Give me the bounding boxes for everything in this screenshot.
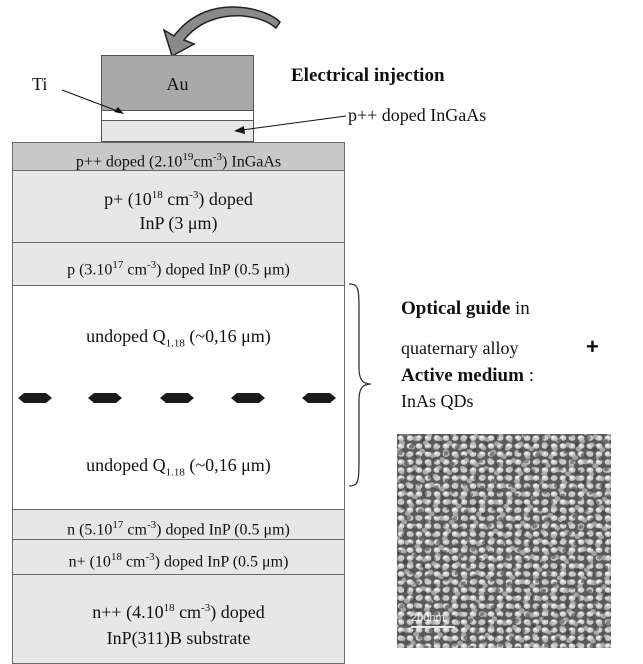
layer-n-plus-inp: n+ (1018 cm-3) doped InP (0.5 μm) <box>12 539 345 575</box>
qd-dot-1 <box>18 393 52 403</box>
contact-layer-label: p++ doped InGaAs <box>348 105 487 125</box>
active-medium-title: Active medium : <box>401 365 534 386</box>
qd-dot-5 <box>302 393 336 403</box>
layer-p-inp: p (3.1017 cm-3) doped InP (0.5 μm) <box>12 242 345 286</box>
au-label: Au <box>166 74 189 94</box>
injection-title: Electrical injection <box>291 65 445 86</box>
guide-title: Optical guide in <box>401 298 530 319</box>
lower-guide-label: undoped Q1.18 (~0,16 μm) <box>86 455 271 479</box>
layer-p-plus-plus-ingaas: p++ doped (2.1019cm-3) InGaAs <box>12 142 345 171</box>
au-contact: Au <box>101 55 254 111</box>
curved-arrow-icon <box>162 6 281 58</box>
afm-scale-bar <box>411 626 455 628</box>
layer-n-inp: n (5.1017 cm-3) doped InP (0.5 μm) <box>12 509 345 540</box>
afm-scale-label: 200nm <box>411 612 445 624</box>
ingaas-cap-layer <box>101 120 254 142</box>
upper-guide-label: undoped Q1.18 (~0,16 μm) <box>86 326 271 350</box>
contact-layer-pointer <box>234 115 347 134</box>
ti-pointer <box>61 89 124 114</box>
ti-label: Ti <box>32 74 48 94</box>
guide-line2: quaternary alloy <box>401 338 519 358</box>
layer-substrate: n++ (4.1018 cm-3) doped InP(311)B substr… <box>12 574 345 664</box>
qd-dot-2 <box>88 393 122 403</box>
qd-dot-3 <box>160 393 194 403</box>
right-brace <box>348 283 372 487</box>
plus-sign: + <box>586 334 599 359</box>
qd-dot-4 <box>231 393 265 403</box>
afm-image: 200nm <box>397 434 611 648</box>
qd-label: InAs QDs <box>401 391 474 411</box>
layer-p-plus-inp: p+ (1018 cm-3) doped InP (3 μm) <box>12 170 345 243</box>
